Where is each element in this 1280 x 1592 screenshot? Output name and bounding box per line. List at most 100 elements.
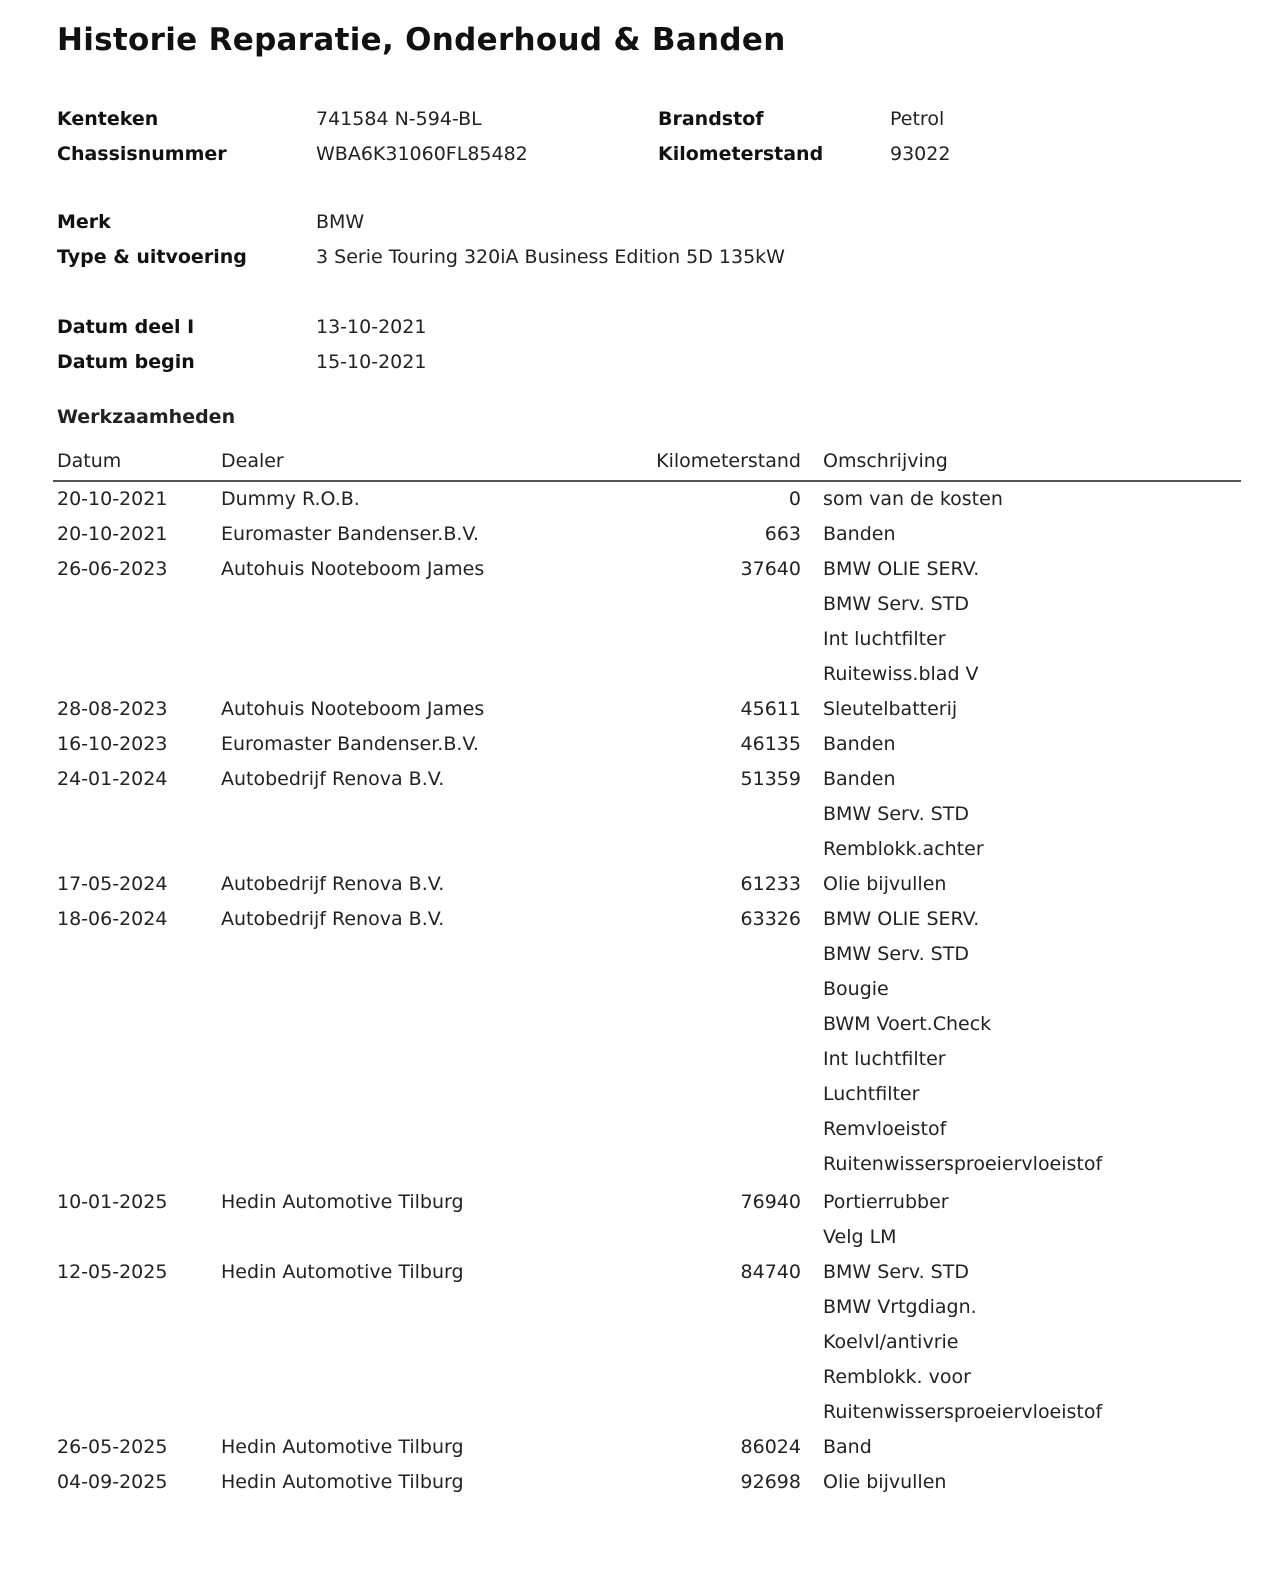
table-row: Luchtfilter [53, 1077, 1241, 1112]
table-row: BWM Voert.Check [53, 1007, 1241, 1042]
table-row: BMW Vrtgdiagn. [53, 1290, 1241, 1325]
cell-omschrijving: BMW Serv. STD [823, 803, 969, 825]
cell-datum: 24-01-2024 [57, 768, 168, 790]
cell-omschrijving: Ruitenwissersproeiervloeistof [823, 1401, 1103, 1423]
cell-km: 76940 [740, 1191, 801, 1213]
km-value: 93022 [890, 143, 951, 165]
kenteken-label: Kenteken [57, 108, 159, 130]
table-entry: 26-05-2025 Hedin Automotive Tilburg 86024 B… [53, 1430, 1241, 1465]
table-header: Datum Dealer Kilometerstand Omschrijving [53, 448, 1241, 482]
cell-dealer: Autobedrijf Renova B.V. [221, 908, 445, 930]
cell-omschrijving: BMW OLIE SERV. [823, 908, 980, 930]
table-row: Remblokk.achter [53, 832, 1241, 867]
cell-km: 84740 [740, 1261, 801, 1283]
table-row: 20-10-2021 Euromaster Bandenser.B.V. 663 Ba… [53, 517, 1241, 552]
cell-omschrijving: Banden [823, 768, 896, 790]
cell-omschrijving: som van de kosten [823, 488, 1003, 510]
cell-dealer: Hedin Automotive Tilburg [221, 1261, 464, 1283]
cell-km: 92698 [740, 1471, 801, 1493]
cell-omschrijving: Sleutelbatterij [823, 698, 958, 720]
cell-omschrijving: BWM Voert.Check [823, 1013, 992, 1035]
kenteken-value: 741584 N-594-BL [316, 108, 482, 130]
table-row: 18-06-2024 Autobedrijf Renova B.V. 63326 BM… [53, 902, 1241, 937]
cell-omschrijving: Banden [823, 523, 896, 545]
cell-omschrijving: Int luchtfilter [823, 1048, 946, 1070]
table-row: 26-06-2023 Autohuis Nooteboom James 37640 B… [53, 552, 1241, 587]
table-entry: 16-10-2023 Euromaster Bandenser.B.V. 46135… [53, 727, 1241, 762]
table-entry: 26-06-2023 Autohuis Nooteboom James 37640 B… [53, 552, 1241, 692]
table-row: 20-10-2021 Dummy R.O.B. 0 som van de kosten [53, 482, 1241, 517]
cell-km: 61233 [740, 873, 801, 895]
cell-datum: 26-05-2025 [57, 1436, 168, 1458]
cell-omschrijving: Velg LM [823, 1226, 897, 1248]
table-row: Ruitenwissersproeiervloeistof [53, 1147, 1241, 1182]
datum-begin-value: 15-10-2021 [316, 351, 427, 373]
cell-omschrijving: Koelvl/antivrie [823, 1331, 959, 1353]
table-row: BMW Serv. STD [53, 587, 1241, 622]
table-row: Remblokk. voor [53, 1360, 1241, 1395]
table-entry: 12-05-2025 Hedin Automotive Tilburg 84740 B… [53, 1255, 1241, 1430]
cell-dealer: Euromaster Bandenser.B.V. [221, 733, 479, 755]
cell-datum: 12-05-2025 [57, 1261, 168, 1283]
table-row: 28-08-2023 Autohuis Nooteboom James 45611 S… [53, 692, 1241, 727]
table-row: Remvloeistof [53, 1112, 1241, 1147]
cell-omschrijving: Olie bijvullen [823, 873, 947, 895]
table-row: Koelvl/antivrie [53, 1325, 1241, 1360]
vehicle-values-1: 741584 N-594-BL WBA6K31060FL85482 [316, 102, 528, 172]
table-row: Int luchtfilter [53, 1042, 1241, 1077]
table-entry: 04-09-2025 Hedin Automotive Tilburg 92698 O… [53, 1465, 1241, 1500]
cell-km: 0 [788, 488, 801, 510]
cell-omschrijving: Luchtfilter [823, 1083, 920, 1105]
table-row: 24-01-2024 Autobedrijf Renova B.V. 51359 Ba… [53, 762, 1241, 797]
cell-omschrijving: Int luchtfilter [823, 628, 946, 650]
cell-omschrijving: BMW Serv. STD [823, 593, 969, 615]
table-entry: 18-06-2024 Autobedrijf Renova B.V. 63326 BM… [53, 902, 1241, 1182]
cell-omschrijving: Ruitewiss.blad V [823, 663, 979, 685]
cell-datum: 17-05-2024 [57, 873, 168, 895]
cell-omschrijving: Ruitenwissersproeiervloeistof [823, 1153, 1103, 1175]
model-values: BMW 3 Serie Touring 320iA Business Editi… [316, 205, 785, 275]
table-row: Ruitewiss.blad V [53, 657, 1241, 692]
vehicle-values-2: Petrol 93022 [890, 102, 950, 172]
cell-datum: 18-06-2024 [57, 908, 168, 930]
table-entry: 24-01-2024 Autobedrijf Renova B.V. 51359 Ba… [53, 762, 1241, 867]
cell-dealer: Hedin Automotive Tilburg [221, 1436, 464, 1458]
table-row: 26-05-2025 Hedin Automotive Tilburg 86024 B… [53, 1430, 1241, 1465]
cell-omschrijving: Banden [823, 733, 896, 755]
col-datum: Datum [57, 450, 122, 472]
table-body: 20-10-2021 Dummy R.O.B. 0 som van de kosten… [53, 482, 1241, 1500]
col-dealer: Dealer [221, 450, 284, 472]
cell-omschrijving: Olie bijvullen [823, 1471, 947, 1493]
vehicle-labels-2: Brandstof Kilometerstand [658, 102, 823, 172]
brandstof-label: Brandstof [658, 108, 764, 130]
table-entry: 10-01-2025 Hedin Automotive Tilburg 76940 P… [53, 1185, 1241, 1255]
vehicle-labels-1: Kenteken Chassisnummer [57, 102, 227, 172]
cell-km: 45611 [740, 698, 801, 720]
cell-km: 63326 [740, 908, 801, 930]
cell-km: 46135 [740, 733, 801, 755]
cell-km: 51359 [740, 768, 801, 790]
cell-dealer: Euromaster Bandenser.B.V. [221, 523, 479, 545]
cell-omschrijving: BMW Vrtgdiagn. [823, 1296, 977, 1318]
chassis-label: Chassisnummer [57, 143, 227, 165]
col-km: Kilometerstand [656, 450, 801, 472]
date-values: 13-10-2021 15-10-2021 [316, 310, 426, 380]
cell-dealer: Hedin Automotive Tilburg [221, 1191, 464, 1213]
table-row: Bougie [53, 972, 1241, 1007]
cell-omschrijving: BMW OLIE SERV. [823, 558, 980, 580]
cell-omschrijving: Band [823, 1436, 872, 1458]
brandstof-value: Petrol [890, 108, 945, 130]
table-entry: 17-05-2024 Autobedrijf Renova B.V. 61233 Ol… [53, 867, 1241, 902]
col-omschrijving: Omschrijving [823, 450, 948, 472]
merk-value: BMW [316, 211, 365, 233]
cell-datum: 10-01-2025 [57, 1191, 168, 1213]
section-heading: Werkzaamheden [57, 406, 236, 428]
chassis-value: WBA6K31060FL85482 [316, 143, 528, 165]
table-entry: 20-10-2021 Euromaster Bandenser.B.V. 663 Ba… [53, 517, 1241, 552]
table-row: BMW Serv. STD [53, 937, 1241, 972]
table-row: Ruitenwissersproeiervloeistof [53, 1395, 1241, 1430]
cell-datum: 26-06-2023 [57, 558, 168, 580]
table-row: 17-05-2024 Autobedrijf Renova B.V. 61233 Ol… [53, 867, 1241, 902]
cell-datum: 04-09-2025 [57, 1471, 168, 1493]
datum-begin-label: Datum begin [57, 351, 195, 373]
